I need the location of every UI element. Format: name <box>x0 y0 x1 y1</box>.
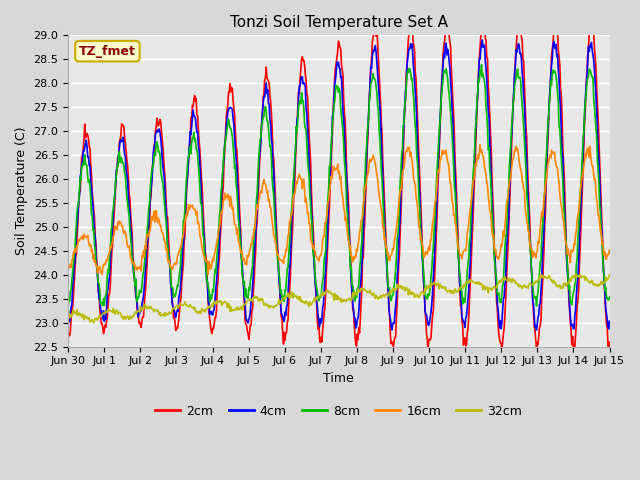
4cm <box>532 327 540 333</box>
Title: Tonzi Soil Temperature Set A: Tonzi Soil Temperature Set A <box>230 15 448 30</box>
32cm <box>64 315 72 321</box>
32cm <box>186 304 193 310</box>
Line: 8cm: 8cm <box>68 65 609 306</box>
16cm <box>605 247 613 253</box>
16cm <box>64 266 72 272</box>
Line: 16cm: 16cm <box>68 145 609 275</box>
2cm <box>64 335 72 341</box>
16cm <box>98 272 106 277</box>
4cm <box>404 49 412 55</box>
4cm <box>74 211 82 217</box>
Text: TZ_fmet: TZ_fmet <box>79 45 136 58</box>
4cm <box>185 153 193 159</box>
32cm <box>421 285 429 291</box>
4cm <box>479 37 486 43</box>
Legend: 2cm, 4cm, 8cm, 16cm, 32cm: 2cm, 4cm, 8cm, 16cm, 32cm <box>150 400 527 423</box>
4cm <box>605 318 613 324</box>
4cm <box>130 271 138 276</box>
4cm <box>64 324 72 330</box>
2cm <box>404 35 412 41</box>
32cm <box>572 272 579 277</box>
2cm <box>130 260 138 266</box>
8cm <box>74 203 82 208</box>
8cm <box>130 270 138 276</box>
8cm <box>605 294 613 300</box>
8cm <box>420 278 428 284</box>
2cm <box>213 286 221 292</box>
32cm <box>214 299 222 305</box>
32cm <box>74 312 82 318</box>
32cm <box>90 320 97 326</box>
32cm <box>605 272 613 278</box>
Line: 32cm: 32cm <box>68 275 609 323</box>
16cm <box>186 207 193 213</box>
8cm <box>64 302 72 308</box>
8cm <box>185 155 193 160</box>
Line: 2cm: 2cm <box>68 21 609 351</box>
8cm <box>477 62 485 68</box>
16cm <box>74 240 82 246</box>
4cm <box>420 285 428 291</box>
2cm <box>605 339 613 345</box>
8cm <box>532 303 540 309</box>
32cm <box>131 311 138 317</box>
32cm <box>405 286 413 292</box>
Y-axis label: Soil Temperature (C): Soil Temperature (C) <box>15 127 28 255</box>
2cm <box>605 348 612 354</box>
16cm <box>405 144 413 150</box>
16cm <box>214 234 222 240</box>
2cm <box>185 157 193 163</box>
Line: 4cm: 4cm <box>68 40 609 330</box>
X-axis label: Time: Time <box>323 372 354 385</box>
16cm <box>476 142 484 148</box>
2cm <box>74 218 82 224</box>
2cm <box>552 18 559 24</box>
16cm <box>131 264 138 269</box>
16cm <box>421 251 429 257</box>
4cm <box>213 269 221 275</box>
8cm <box>404 70 412 75</box>
2cm <box>420 290 428 296</box>
8cm <box>213 251 221 256</box>
